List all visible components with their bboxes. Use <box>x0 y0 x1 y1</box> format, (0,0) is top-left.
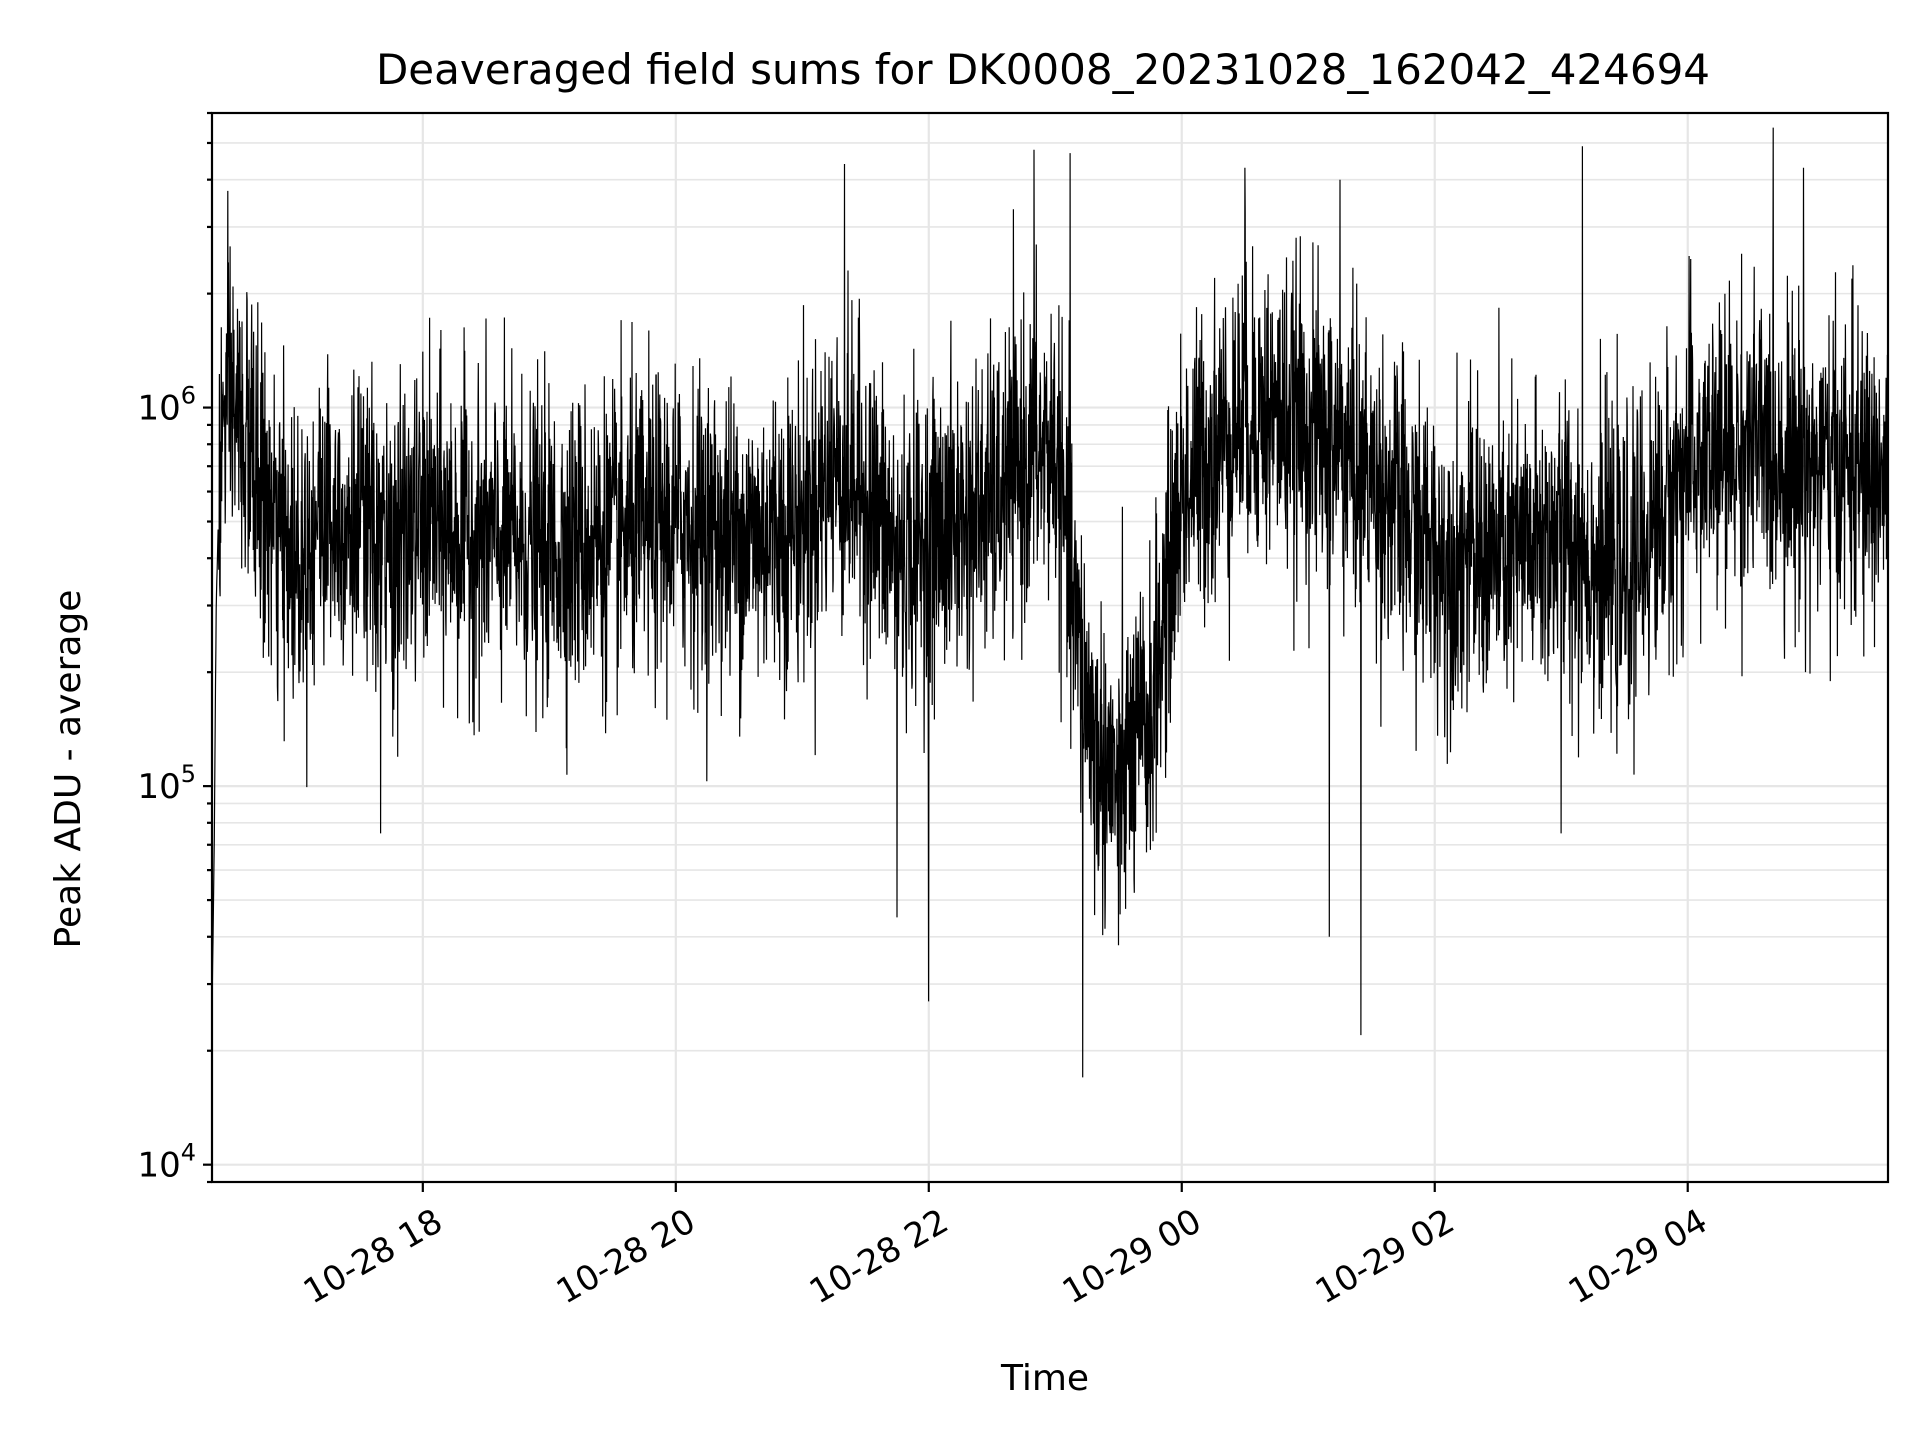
x-tick-label: 10-29 02 <box>1309 1201 1461 1312</box>
y-tick-label: 106 <box>137 382 196 429</box>
x-axis: 10-28 18 10-28 20 10-28 22 10-29 00 10-29 02… <box>297 1182 1714 1312</box>
x-tick-label: 10-28 20 <box>550 1201 702 1312</box>
chart-title: Deaveraged field sums for DK0008_2023102… <box>376 45 1710 94</box>
x-tick-label: 10-28 18 <box>297 1201 449 1312</box>
plot-frame <box>210 111 1890 1184</box>
series-line-peak-adu <box>211 127 1889 1078</box>
x-tick-label: 10-29 04 <box>1562 1201 1714 1312</box>
y-axis-label: Peak ADU - average <box>48 590 89 949</box>
y-tick-label: 104 <box>137 1139 196 1186</box>
y-tick-label: 105 <box>137 760 196 807</box>
series-layer <box>211 127 1889 1078</box>
x-axis-label: Time <box>1000 1358 1089 1399</box>
y-axis: 104 105 106 <box>137 111 212 1186</box>
x-tick-label: 10-29 00 <box>1056 1201 1208 1312</box>
x-tick-label: 10-28 22 <box>803 1201 955 1312</box>
